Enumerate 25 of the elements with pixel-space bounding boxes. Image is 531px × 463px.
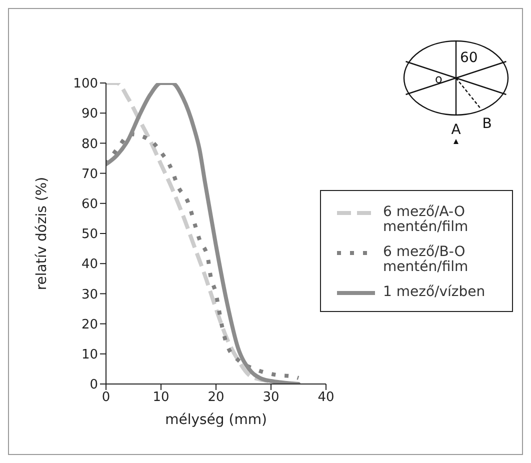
- x-tick-label: 20: [208, 390, 224, 406]
- legend-label: 1 mező/vízben: [383, 284, 486, 300]
- legend-label: 6 mező/A-O mentén/film: [383, 204, 470, 235]
- y-tick-label: 100: [73, 76, 98, 92]
- x-tick-label: 0: [102, 390, 110, 406]
- y-tick-label: 10: [81, 348, 98, 363]
- text: B: [482, 116, 492, 132]
- text: A: [451, 122, 462, 138]
- y-tick-label: 60: [81, 197, 98, 212]
- y-tick-label: 90: [81, 106, 98, 122]
- x-tick-label: 10: [152, 390, 170, 406]
- text: 60: [460, 50, 478, 66]
- y-tick-label: 0: [90, 378, 98, 393]
- y-tick-label: 40: [81, 257, 98, 272]
- y-tick-label: 70: [81, 166, 98, 182]
- legend-label: 6 mező/B-O mentén/film: [383, 244, 470, 275]
- y-axis-title: relatív dózis (%): [34, 176, 50, 290]
- y-tick-label: 50: [81, 227, 98, 242]
- y-tick-label: 30: [81, 287, 98, 302]
- y-tick-label: 80: [81, 136, 98, 152]
- x-tick-label: 30: [262, 390, 280, 406]
- y-tick-label: 20: [81, 317, 98, 332]
- text: o: [435, 72, 442, 86]
- x-axis-title: mélység (mm): [165, 412, 267, 428]
- x-tick-label: 40: [318, 390, 334, 406]
